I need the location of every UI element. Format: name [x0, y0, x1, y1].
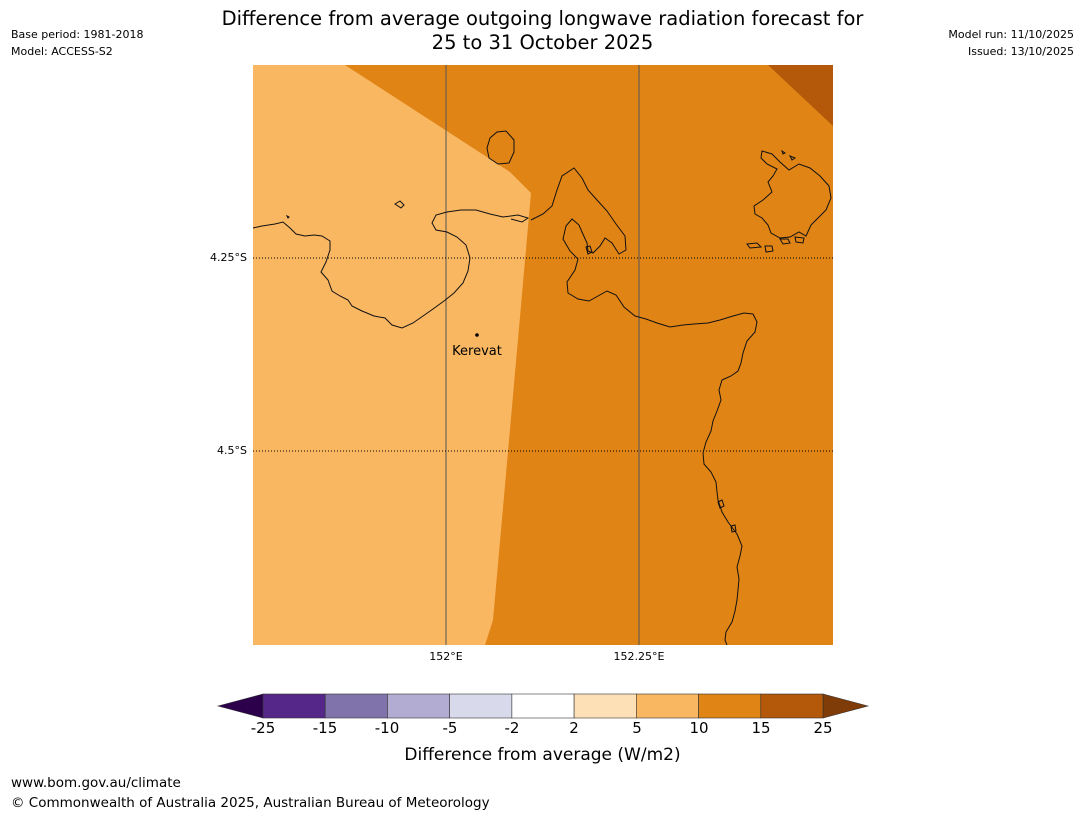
band-15-25	[768, 65, 833, 126]
lat-label-4-25: 4.25°S	[210, 251, 247, 264]
coast-islet-6	[746, 242, 763, 249]
coast-islet-11	[788, 155, 797, 161]
map-area	[253, 65, 833, 645]
footer-copyright: © Commonwealth of Australia 2025, Austra…	[11, 795, 490, 811]
meta-left: Base period: 1981-2018 Model: ACCESS-S2	[11, 26, 143, 60]
coastlines	[253, 130, 832, 645]
cb-tick: -15	[312, 719, 338, 737]
cb-tick: -5	[442, 719, 458, 737]
model-name: Model: ACCESS-S2	[11, 45, 113, 58]
cb-tick: 5	[632, 719, 642, 737]
coast-islet-5	[730, 524, 737, 533]
lon-label-152-25: 152.25°E	[613, 650, 665, 663]
cb-tick: 15	[751, 719, 771, 737]
cb-arrow-high	[822, 693, 870, 719]
cb-tick: 2	[569, 719, 579, 737]
coast-islet-4	[717, 499, 725, 509]
cb-arrow-low	[216, 693, 264, 719]
colorbar-segment	[387, 693, 450, 719]
coast-island-north	[486, 130, 515, 165]
coast-islet-10	[781, 149, 786, 155]
coast-islet-7	[764, 245, 774, 253]
base-period: Base period: 1981-2018	[11, 28, 144, 41]
lat-label-4-5: 4.5°S	[217, 444, 247, 457]
colorbar-segment	[449, 693, 513, 719]
coast-duke-of-york	[753, 150, 832, 239]
colorbar-segment	[573, 693, 637, 719]
coast-islet-2	[394, 200, 405, 209]
model-run: Model run: 11/10/2025	[948, 28, 1074, 41]
lon-label-152: 152°E	[429, 650, 463, 663]
kerevat-marker	[475, 333, 479, 337]
title-line-2: 25 to 31 October 2025	[431, 31, 654, 54]
colorbar-segment	[324, 693, 388, 719]
coast-islet-9	[794, 236, 805, 244]
issued-date: Issued: 13/10/2025	[967, 45, 1074, 58]
colorbar	[216, 693, 870, 719]
cb-tick: -10	[374, 719, 400, 737]
cb-tick: 10	[689, 719, 709, 737]
colorbar-title: Difference from average (W/m2)	[404, 745, 681, 765]
cb-tick: -2	[504, 719, 520, 737]
cb-tick: -25	[250, 719, 276, 737]
meta-right: Model run: 11/10/2025 Issued: 13/10/2025	[948, 26, 1074, 60]
colorbar-segment	[636, 693, 699, 719]
kerevat-label: Kerevat	[452, 344, 502, 359]
footer-url: www.bom.gov.au/climate	[11, 775, 181, 791]
map-title: Difference from average outgoing longwav…	[0, 7, 1085, 55]
coast-west	[253, 209, 530, 329]
coast-islet-8	[779, 238, 791, 245]
title-line-1: Difference from average outgoing longwav…	[221, 7, 864, 30]
colorbar-segment	[698, 693, 762, 719]
coast-islet-small	[285, 214, 290, 219]
colorbar-segment	[760, 693, 824, 719]
colorbar-segment	[511, 693, 575, 719]
cb-tick: 25	[813, 719, 833, 737]
coast-islet-3	[585, 245, 593, 255]
colorbar-segment	[262, 693, 326, 719]
